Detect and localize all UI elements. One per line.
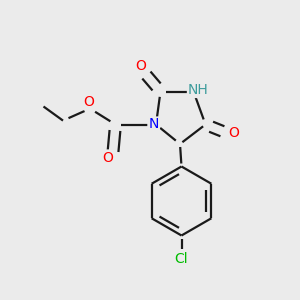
Text: N: N	[148, 118, 159, 131]
Text: O: O	[228, 127, 239, 140]
Text: O: O	[136, 59, 146, 73]
Text: O: O	[83, 95, 94, 109]
Text: NH: NH	[188, 83, 209, 97]
Text: O: O	[103, 151, 113, 164]
Text: Cl: Cl	[175, 252, 188, 266]
